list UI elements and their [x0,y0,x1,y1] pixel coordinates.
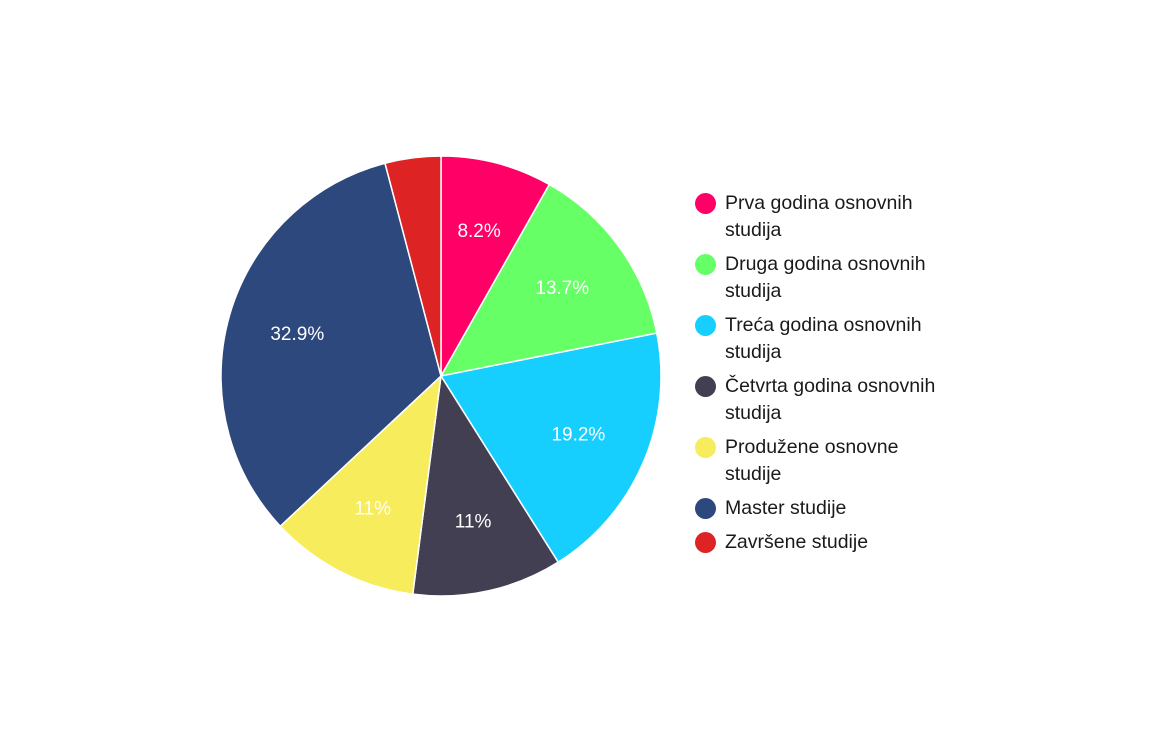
chart-legend: Prva godina osnovnih studija Druga godina… [695,190,955,563]
legend-label: Druga godina osnovnih studija [725,253,926,302]
pie-slice-treca-godina-osnovnih-studija[interactable] [440,332,662,563]
legend-swatch [695,498,716,519]
pie-slice-zavrsene-studije[interactable] [384,155,442,377]
slice-data-label: 11% [354,499,391,520]
legend-swatch [695,254,716,275]
pie-slice-prva-godina-osnovnih-studija[interactable] [440,155,551,377]
slice-data-label: 13.7% [535,278,589,299]
legend-label: Završene studije [725,531,869,553]
slice-data-label: 8.2% [457,221,500,242]
legend-item-produzene-osnovne-studije[interactable]: Produžene osnovne studije [695,434,955,488]
legend-swatch [695,193,716,214]
legend-item-druga-godina-osnovnih-studija[interactable]: Druga godina osnovnih studija [695,251,955,305]
pie-slice-cetvrta-godina-osnovnih-studija[interactable] [412,375,559,597]
slice-data-label: 32.9% [270,324,324,345]
legend-label: Četvrta godina osnovnih studija [725,375,936,424]
slice-data-label: 11% [455,512,492,533]
legend-label: Master studije [725,497,847,519]
legend-swatch [695,376,716,397]
slice-data-label: 19.2% [551,425,605,446]
pie-slice-master-studije[interactable] [220,162,442,527]
legend-label: Treća godina osnovnih studija [725,314,922,363]
legend-item-prva-godina-osnovnih-studija[interactable]: Prva godina osnovnih studija [695,190,955,244]
legend-item-cetvrta-godina-osnovnih-studija[interactable]: Četvrta godina osnovnih studija [695,373,955,427]
legend-swatch [695,315,716,336]
legend-swatch [695,532,716,553]
legend-label: Produžene osnovne studije [725,436,899,485]
legend-item-master-studije[interactable]: Master studije [695,495,955,522]
legend-item-zavrsene-studije[interactable]: Završene studije [695,529,955,556]
legend-label: Prva godina osnovnih studija [725,192,913,241]
pie-slice-produzene-osnovne-studije[interactable] [279,375,442,595]
legend-swatch [695,437,716,458]
pie-slice-druga-godina-osnovnih-studija[interactable] [440,183,658,377]
legend-item-treca-godina-osnovnih-studija[interactable]: Treća godina osnovnih studija [695,312,955,366]
